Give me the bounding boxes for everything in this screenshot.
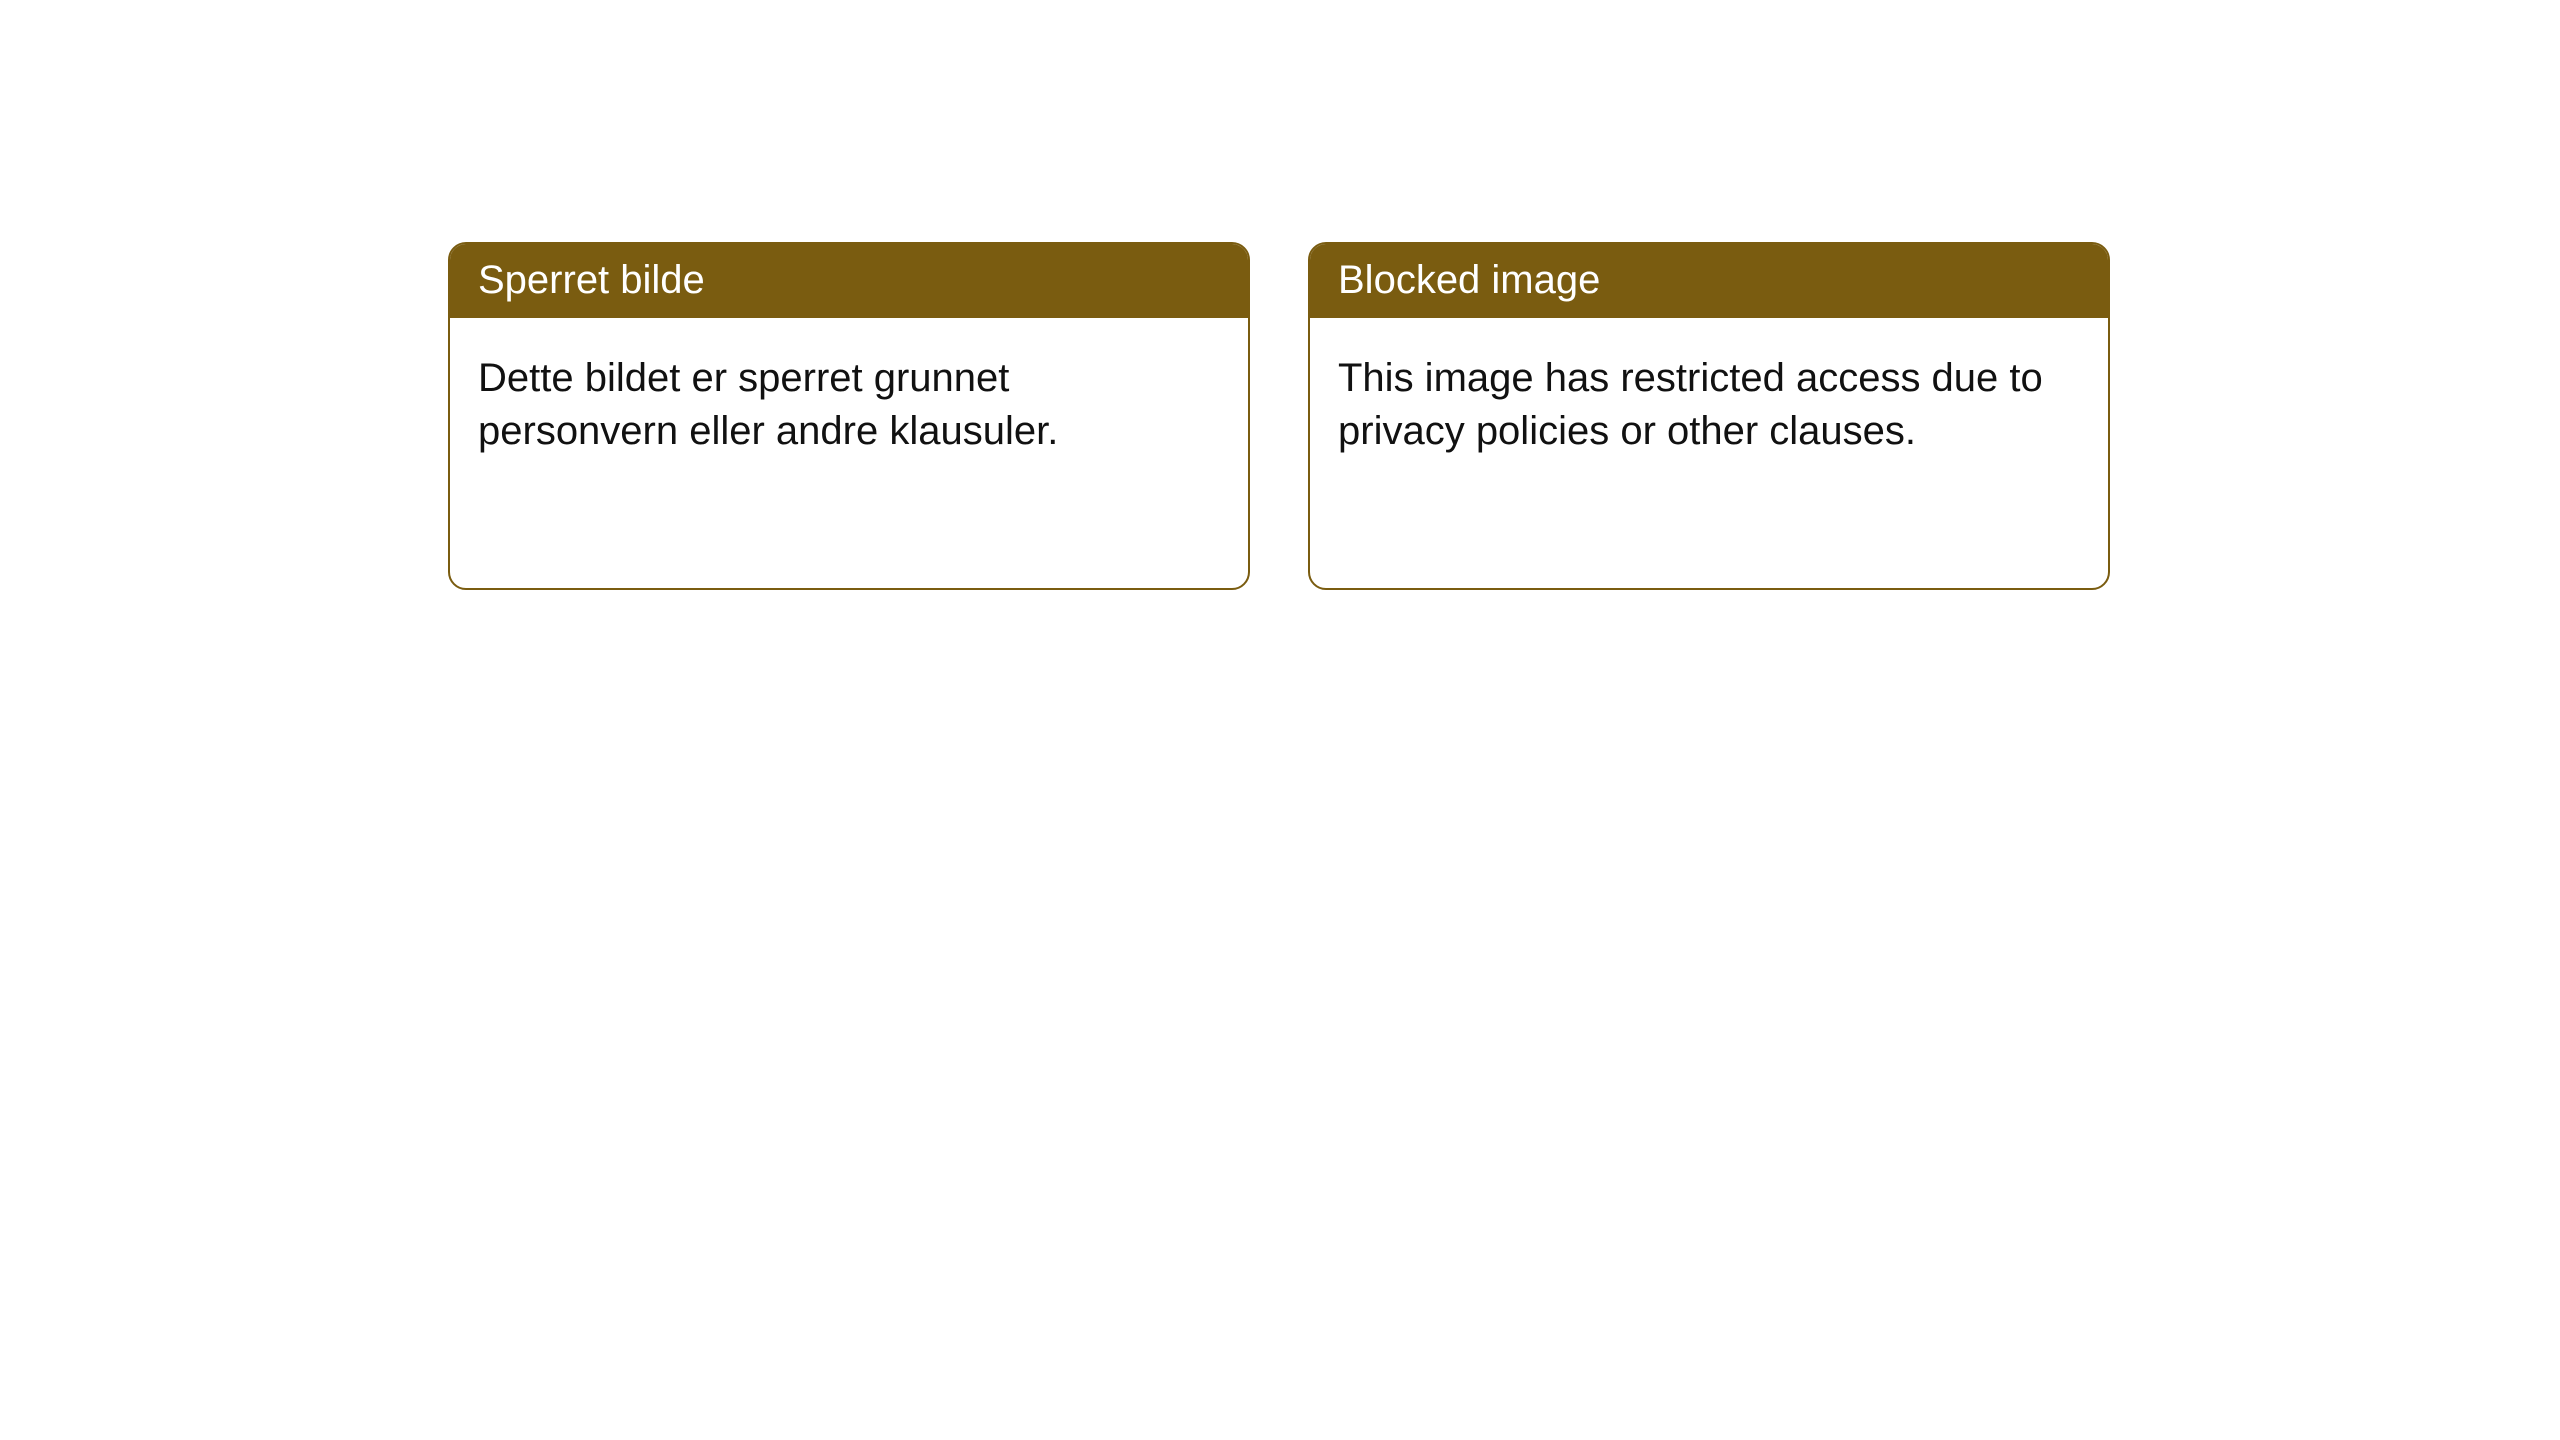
card-header: Sperret bilde [450, 244, 1248, 318]
card-title: Blocked image [1338, 258, 1600, 302]
notice-card-norwegian: Sperret bilde Dette bildet er sperret gr… [448, 242, 1250, 590]
card-title: Sperret bilde [478, 258, 705, 302]
card-body: This image has restricted access due to … [1310, 318, 2108, 588]
card-body-text: This image has restricted access due to … [1338, 356, 2043, 453]
card-body-text: Dette bildet er sperret grunnet personve… [478, 356, 1058, 453]
notice-card-english: Blocked image This image has restricted … [1308, 242, 2110, 590]
card-body: Dette bildet er sperret grunnet personve… [450, 318, 1248, 588]
card-header: Blocked image [1310, 244, 2108, 318]
notice-container: Sperret bilde Dette bildet er sperret gr… [0, 0, 2560, 590]
